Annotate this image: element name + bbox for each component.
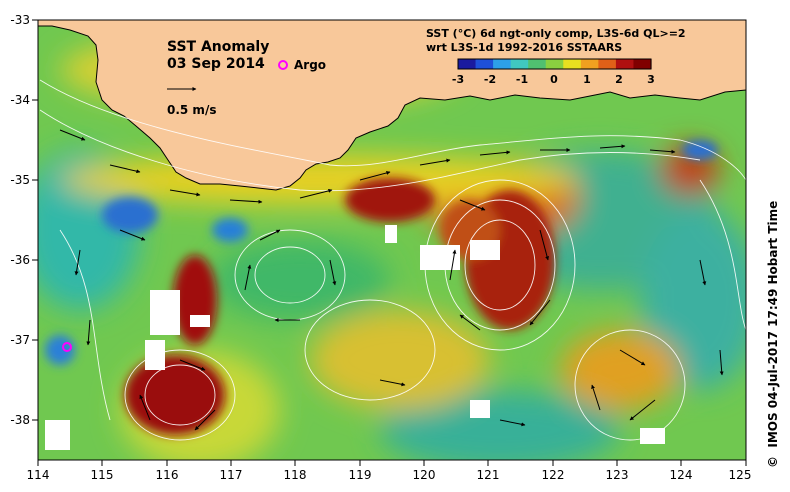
colorbar-segment xyxy=(475,59,494,69)
current-vectors xyxy=(59,129,724,431)
lat-tick-label: -38 xyxy=(10,413,30,427)
colorbar-tick-label: -3 xyxy=(451,73,465,86)
lat-tick-label: -35 xyxy=(10,173,30,187)
sla-contours xyxy=(39,79,746,441)
lon-tick-label: 117 xyxy=(219,468,243,482)
lat-tick-label: -36 xyxy=(10,253,30,267)
lon-tick-label: 123 xyxy=(605,468,629,482)
x-ticks xyxy=(37,460,747,466)
colorbar-segment xyxy=(458,59,477,69)
colorbar-frame xyxy=(457,58,652,70)
credit-text: © IMOS 04-Jul-2017 17:49 Hobart Time xyxy=(766,201,780,468)
argo-legend-label: Argo xyxy=(294,58,327,72)
product-description-line2: wrt L3S-1d 1992-2016 SSTAARS xyxy=(426,41,623,54)
product-description-line1: SST (°C) 6d ngt-only comp, L3S-6d QL>=2 xyxy=(426,27,686,40)
map-title: SST Anomaly xyxy=(167,39,270,55)
lon-tick-label: 121 xyxy=(476,468,500,482)
argo-float-marker xyxy=(62,342,72,352)
y-ticks xyxy=(32,19,38,421)
colorbar-segment xyxy=(580,59,599,69)
lon-tick-label: 120 xyxy=(412,468,436,482)
colorbar-tick-label: -2 xyxy=(483,73,497,86)
copyright-symbol: © xyxy=(766,456,780,468)
lon-tick-label: 119 xyxy=(348,468,372,482)
sst-field xyxy=(38,20,746,460)
colorbar-tick-label: 2 xyxy=(615,73,623,86)
lon-tick-label: 118 xyxy=(283,468,307,482)
vector-scale-label: 0.5 m/s xyxy=(167,103,217,117)
colorbar-tick-label: -1 xyxy=(515,73,529,86)
colorbar-segment xyxy=(493,59,512,69)
lon-tick-label: 114 xyxy=(26,468,50,482)
lat-tick-label: -37 xyxy=(10,333,30,347)
lat-tick-label: -34 xyxy=(10,93,30,107)
lon-tick-label: 116 xyxy=(155,468,179,482)
argo-legend xyxy=(278,60,288,70)
colorbar-segment xyxy=(598,59,617,69)
colorbar-segment xyxy=(615,59,635,69)
colorbar-tick-label: 3 xyxy=(647,73,655,86)
lon-tick-label: 124 xyxy=(669,468,693,482)
colorbar-tick-label: 0 xyxy=(550,73,558,86)
lon-tick-label: 125 xyxy=(728,468,752,482)
colorbar-segment xyxy=(528,59,547,69)
map-date: 03 Sep 2014 xyxy=(167,56,265,72)
lat-tick-label: -33 xyxy=(10,13,30,27)
colorbar-segment xyxy=(510,59,529,69)
map-frame xyxy=(37,19,747,461)
lon-tick-label: 122 xyxy=(541,468,565,482)
colorbar-segment xyxy=(563,59,582,69)
credit-label: IMOS 04-Jul-2017 17:49 Hobart Time xyxy=(766,200,780,448)
lon-tick-label: 115 xyxy=(90,468,114,482)
argo-legend-icon xyxy=(278,60,288,70)
colorbar-tick-label: 1 xyxy=(583,73,591,86)
colorbar-segment xyxy=(633,59,652,69)
colorbar-segment xyxy=(545,59,564,69)
colorbar xyxy=(457,58,652,70)
